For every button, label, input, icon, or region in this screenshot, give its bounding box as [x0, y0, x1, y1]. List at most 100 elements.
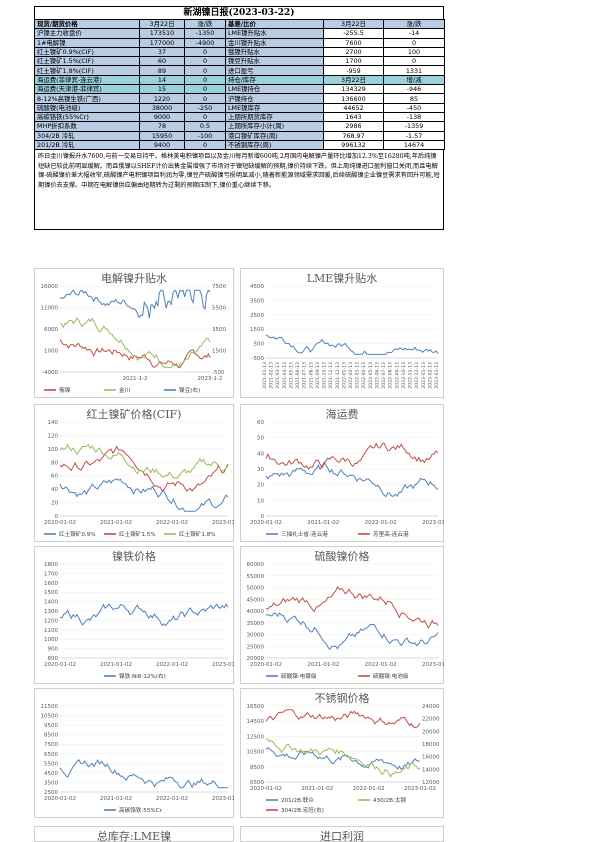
chart-title: 电解镍升贴水 [101, 271, 167, 285]
table-cell: 996132 [323, 139, 384, 151]
y-tick-label: 1600 [44, 581, 58, 587]
y-tick-label: 10 [257, 498, 264, 504]
x-tick-label: 2022-01-02 [353, 786, 385, 792]
y-tick-label: 40 [51, 487, 58, 493]
x-tick-label: 2022-02-13 [348, 362, 354, 389]
table-cell: 0 [383, 56, 445, 67]
table-cell: 44652 [323, 102, 384, 113]
x-tick-label: 2023-02-13 [427, 362, 433, 389]
y-tick-label: 45000 [247, 597, 265, 603]
report: 新湖镍日报(2023-03-22) 现货/期货价格 3月22日 涨/跌 基差/比… [34, 6, 445, 231]
chart-title: 不锈钢价格 [315, 691, 370, 705]
y-tick-label: 3500 [250, 298, 264, 304]
table-row: 沪镍主力收盘价 173510 -1350 LME镍升贴水 -255.5 -14 [34, 28, 445, 39]
table-cell: 红土镍矿1.8%(CIF) [34, 65, 140, 76]
legend-label: 红土镍矿0.9% [59, 530, 96, 538]
table-cell: 0 [184, 139, 226, 151]
y-tick-label: 16000 [41, 284, 59, 290]
table-row: 红土镍矿1.8%(CIF) 89 0 进口盈亏 -959 1331 [34, 65, 445, 76]
table-cell: 进口盈亏 [225, 65, 324, 76]
series-line [265, 586, 439, 629]
table-header-row: 现货/期货价格 3月22日 涨/跌 基差/比价 3月22日 涨/跌 [34, 18, 445, 30]
y-tick-label: 1000 [44, 637, 58, 643]
y-tick-label: 0 [55, 514, 59, 520]
x-tick-label: 2021-06-13 [295, 362, 301, 389]
table-cell: 15 [139, 84, 185, 95]
y-tick-label: 30000 [247, 633, 265, 639]
x-tick-label: 2022-08-13 [388, 362, 394, 389]
y-tick-label: -4000 [42, 370, 58, 376]
table-cell: 红土镍矿1.5%(CIF) [34, 56, 140, 67]
table-cell: 海运费(菲律宾-连云港) [34, 74, 140, 86]
x-tick-label: 2021-01-02 [301, 786, 333, 792]
chart-title: LME镍升贴水 [307, 271, 378, 285]
table-cell: 上期所库存小计(周) [225, 121, 324, 132]
x-tick-label: 2021-1-2 [123, 376, 148, 382]
x-tick-label: 2021-01-13 [262, 362, 268, 389]
legend-label: 高碳铬铁:55%Cr [119, 806, 163, 814]
y-tick-label: 2500 [44, 790, 58, 796]
table-cell: 镍豆升贴水 [225, 56, 324, 67]
table-cell: 金川镍升贴水 [225, 37, 324, 48]
x-tick-label: 2020-01-02 [250, 662, 282, 668]
y-tick-label: 1700 [44, 571, 58, 577]
y-tick-label: 40000 [247, 609, 265, 615]
table-row: 红土镍矿1.5%(CIF) 60 0 镍豆升贴水 1700 0 [34, 56, 445, 67]
x-tick-label: 2023-01-13 [421, 362, 427, 389]
y-tick-label: 1400 [44, 600, 58, 606]
chart-svg: 不锈钢价格 16500 14500 12500 10500 8500 6500 24000 22… [240, 688, 444, 818]
table-cell: 14 [139, 74, 185, 86]
market-commentary: 昨日金川镍报升水7600,与前一交易日持平。格林美电积镍项目以及金川每月新增60… [34, 150, 444, 231]
x-tick-label: 2022-01-13 [341, 362, 347, 389]
chart-6: 硫酸镍价格 60000 55000 50000 45000 40000 35000 30000… [240, 546, 444, 684]
header-cell: 涨/跌 [184, 18, 226, 30]
chart-svg: LME镍升贴水 4500 3500 2500 1500 500 -5002021-01-13… [240, 268, 444, 398]
x-tick-label: 2021-09-13 [315, 362, 321, 389]
table-row: 高碳铬铁(55%Cr) 9000 0 上期所期货库存 1643 -138 [34, 111, 445, 123]
table-cell: LME镍持仓 [225, 84, 324, 95]
y-tick-label-right: 16000 [422, 755, 440, 761]
y-tick-label: 1500 [250, 327, 264, 333]
x-tick-label: 2021-01-02 [100, 796, 132, 802]
y-tick-label: 12500 [247, 734, 265, 740]
y-tick-label: 1500 [44, 590, 58, 596]
table-cell: 俄镍升贴水 [225, 46, 324, 58]
series-line [265, 747, 421, 770]
series-line [265, 709, 421, 729]
series-line [59, 759, 228, 789]
x-tick-label: 2021-02-13 [269, 362, 275, 389]
table-cell: 3月22日 [323, 74, 384, 86]
table-row: MHP折扣系数 78 0.5 上期所库存小计(周) 2986 -1359 [34, 121, 445, 132]
y-tick-label: 6000 [44, 327, 58, 333]
y-tick-label: -500 [252, 356, 265, 362]
table-row: 304/2B 冷轧 15950 -100 港口镍矿库存(周) 768.97 -1.57 [34, 130, 445, 141]
table-cell: 0 [184, 93, 226, 104]
table-cell: 201/2B 冷轧 [34, 139, 140, 151]
series-line [265, 612, 439, 651]
y-tick-label: 11500 [41, 704, 59, 710]
table-cell: -946 [383, 84, 445, 95]
y-tick-label: 50000 [247, 586, 265, 592]
y-tick-label: 8500 [250, 765, 264, 771]
y-tick-label: 900 [48, 647, 59, 653]
table-cell: 沪镍主力收盘价 [34, 28, 140, 39]
table-cell: 0.5 [184, 121, 226, 132]
table-row: 海运费(天津港-菲律宾) 15 0 LME镍持仓 134329 -946 [34, 84, 445, 95]
legend-label: 硫酸镍:电池级 [373, 672, 409, 680]
table-row: 8-12%高镍生铁(广西) 1220 0 沪镍持仓 136600 85 [34, 93, 445, 104]
x-tick-label: 2021-12-13 [335, 362, 341, 389]
table-cell: 14674 [383, 139, 445, 151]
table-cell: 173510 [139, 28, 185, 39]
table-cell: 持仓/库存 [225, 74, 324, 86]
y-tick-label: 8500 [44, 733, 58, 739]
y-tick-label: 60 [257, 420, 264, 426]
y-tick-label: 0 [261, 514, 265, 520]
x-tick-label: 2023-01-02 [422, 520, 444, 526]
chart-title: 硫酸镍价格 [315, 549, 370, 563]
series-line [265, 461, 439, 498]
x-tick-label: 2022-12-13 [414, 362, 420, 389]
chart-title: 总库存:LME镍 [97, 829, 171, 842]
table-cell: 0 [383, 37, 445, 48]
table-cell: -100 [184, 130, 226, 141]
